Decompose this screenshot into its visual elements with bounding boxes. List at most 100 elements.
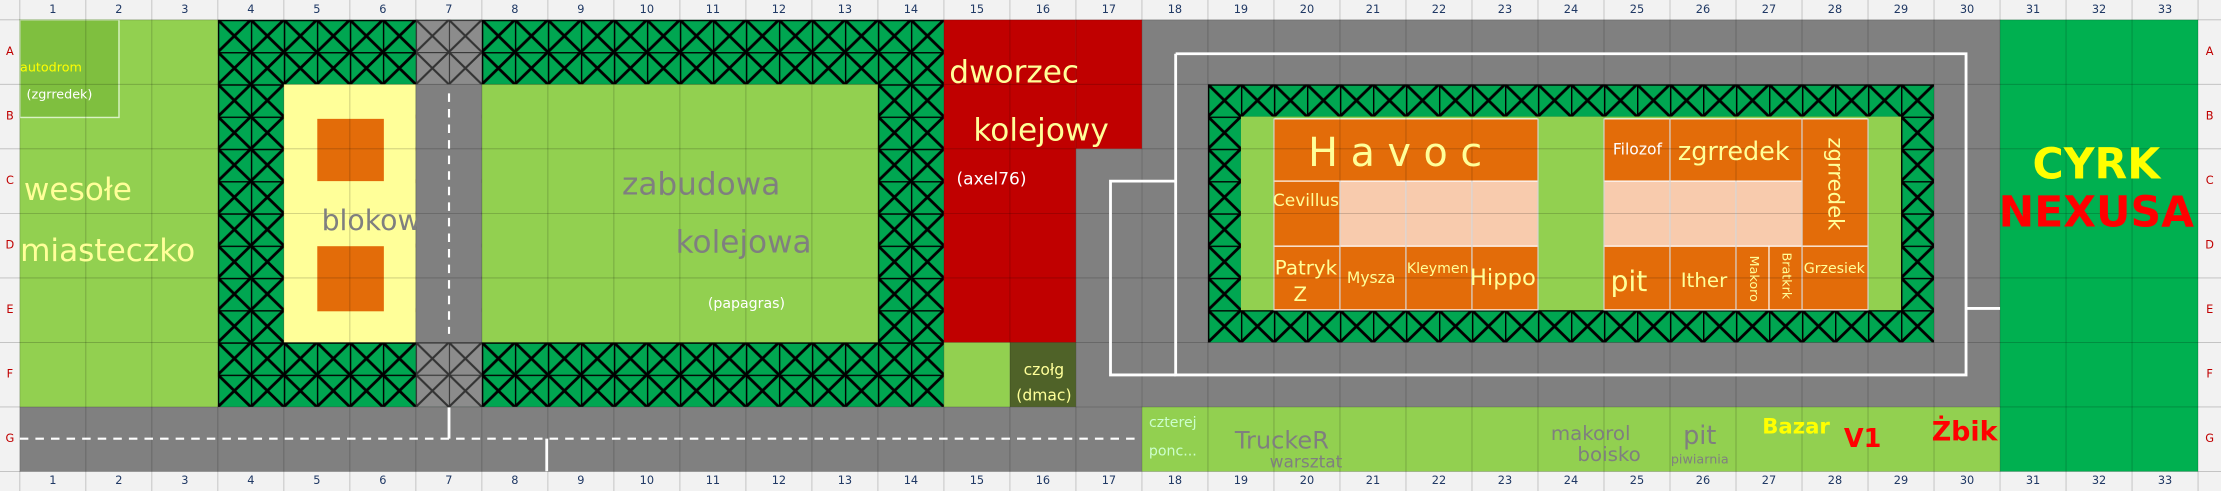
- label: wesołe: [24, 172, 132, 208]
- area: [1273, 180, 1341, 247]
- column-label: 24: [1564, 2, 1578, 16]
- column-label: 27: [1762, 2, 1776, 16]
- column-label: 7: [445, 2, 452, 16]
- label: czterej: [1149, 415, 1197, 431]
- area: [1405, 180, 1473, 247]
- headers: 1122334455667788991010111112121313141415…: [6, 2, 2215, 487]
- column-label: 15: [970, 2, 984, 16]
- column-label: 2: [115, 2, 122, 16]
- row-label: B: [6, 109, 14, 123]
- column-label: 31: [2026, 473, 2040, 487]
- label: kolejowa: [676, 224, 812, 260]
- area: [1768, 245, 1803, 311]
- area: [1603, 118, 1671, 182]
- row-label: G: [6, 431, 15, 445]
- column-label: 11: [706, 2, 720, 16]
- column-label: 3: [181, 473, 188, 487]
- column-label: 29: [1894, 2, 1908, 16]
- road-line: [1109, 179, 1176, 377]
- area: [1075, 148, 1142, 407]
- column-label: 5: [313, 2, 320, 16]
- label: CYRK: [2033, 140, 2163, 189]
- column-label: 28: [1828, 473, 1842, 487]
- label: Mysza: [1347, 269, 1395, 287]
- column-label: 13: [838, 473, 852, 487]
- label: piwiarnia: [1671, 452, 1729, 467]
- label: czołg: [1024, 361, 1065, 379]
- label: Filozof: [1613, 140, 1663, 158]
- column-label: 23: [1498, 2, 1512, 16]
- label: makorol: [1551, 422, 1631, 445]
- row-label: D: [6, 238, 15, 252]
- area: [1603, 180, 1671, 247]
- area: [317, 246, 384, 312]
- column-label: 12: [772, 473, 786, 487]
- column-label: 19: [1234, 473, 1248, 487]
- label: NEXUSA: [1999, 189, 2194, 238]
- area: [1471, 245, 1539, 311]
- column-label: 26: [1696, 473, 1710, 487]
- row-label: G: [2205, 431, 2214, 445]
- row-label: F: [7, 367, 14, 381]
- label: warsztat: [1270, 453, 1343, 473]
- column-label: 30: [1960, 473, 1974, 487]
- label: blokow: [322, 204, 421, 237]
- area: [1009, 342, 1076, 407]
- row-label: A: [6, 44, 14, 58]
- column-label: 25: [1630, 2, 1644, 16]
- area: [1141, 406, 2001, 472]
- road-line: [1174, 52, 1968, 377]
- column-label: 26: [1696, 2, 1710, 16]
- area: [1669, 245, 1737, 311]
- label: pit: [1610, 265, 1647, 298]
- row-label: F: [2206, 367, 2213, 381]
- label: zgrredek: [1678, 137, 1790, 167]
- label: kolejowy: [973, 113, 1108, 149]
- column-label: 31: [2026, 2, 2040, 16]
- row-label: D: [2205, 238, 2214, 252]
- column-label: 18: [1168, 473, 1182, 487]
- column-label: 7: [445, 473, 452, 487]
- area: [1273, 118, 1539, 182]
- label: miasteczko: [20, 233, 195, 269]
- row-label: C: [2206, 173, 2214, 187]
- label: Żbik: [1932, 415, 1999, 447]
- area: [0, 471, 2221, 491]
- column-label: 22: [1432, 473, 1446, 487]
- label: (zgrredek): [27, 87, 93, 102]
- area: [943, 19, 1076, 343]
- column-label: 17: [1102, 2, 1116, 16]
- column-label: 32: [2092, 473, 2106, 487]
- column-label: 6: [379, 473, 386, 487]
- row-label: C: [6, 173, 14, 187]
- area: [0, 0, 2221, 20]
- label: Z: [1294, 283, 1308, 306]
- area: [317, 118, 384, 182]
- area: [19, 19, 120, 119]
- label: Hippo: [1470, 265, 1536, 291]
- area: [1669, 118, 1803, 182]
- column-label: 18: [1168, 2, 1182, 16]
- column-label: 22: [1432, 2, 1446, 16]
- column-label: 4: [247, 2, 254, 16]
- column-label: 29: [1894, 473, 1908, 487]
- area: [1339, 245, 1407, 311]
- label: Grzesiek: [1804, 261, 1866, 277]
- label: V1: [1844, 424, 1881, 454]
- column-label: 32: [2092, 2, 2106, 16]
- area: [1075, 19, 1142, 149]
- area: [0, 0, 20, 491]
- area: [2198, 0, 2221, 491]
- label: ponc...: [1149, 443, 1197, 459]
- label: H a v o c: [1308, 130, 1482, 176]
- area: [1603, 245, 1671, 311]
- area: [943, 342, 1010, 407]
- column-label: 19: [1234, 2, 1248, 16]
- label: (dmac): [1016, 387, 1071, 405]
- column-label: 3: [181, 2, 188, 16]
- column-label: 16: [1036, 2, 1050, 16]
- label: boisko: [1577, 443, 1640, 466]
- column-label: 17: [1102, 473, 1116, 487]
- label: Ither: [1681, 269, 1728, 292]
